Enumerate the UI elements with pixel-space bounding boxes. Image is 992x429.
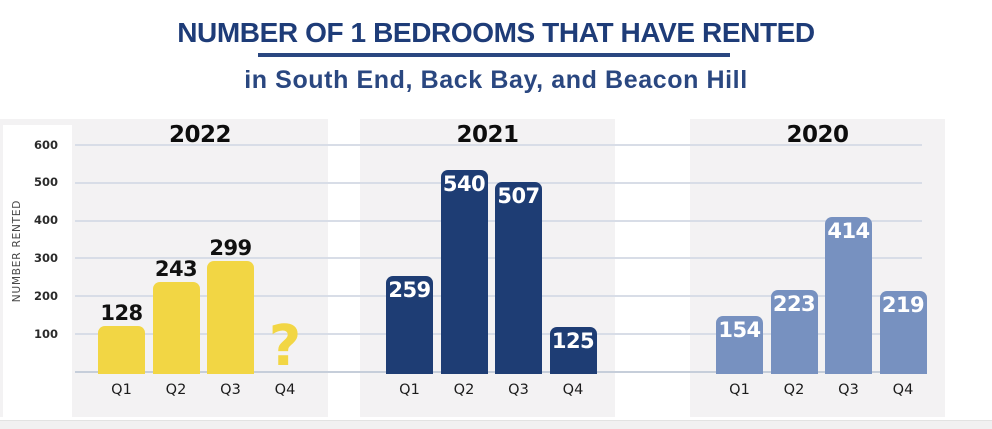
bar-value-label: 299 — [209, 235, 252, 260]
category-label-Q1: Q1 — [111, 382, 132, 398]
category-label-Q4: Q4 — [892, 382, 914, 398]
y-tick-label: 200 — [33, 288, 58, 303]
bar-2021-Q4 — [549, 326, 597, 374]
bar-value-label: 125 — [551, 328, 595, 353]
panel-title-2020: 2020 — [786, 122, 849, 148]
category-label-Q3: Q3 — [508, 382, 529, 398]
bar-value-label: 507 — [497, 184, 540, 209]
category-label-Q4: Q4 — [274, 382, 296, 398]
gridline — [75, 144, 922, 146]
bar-2020-Q4 — [879, 291, 927, 374]
y-tick-label: 400 — [33, 213, 58, 228]
y-axis-gutter — [3, 125, 72, 417]
category-label-Q3: Q3 — [838, 382, 859, 398]
category-label-Q2: Q2 — [453, 382, 475, 398]
missing-data-marker: ? — [268, 314, 302, 379]
bar-2020-Q3 — [825, 217, 872, 374]
chart-title: NUMBER OF 1 BEDROOMS THAT HAVE RENTED — [177, 17, 815, 48]
bar-value-label: 540 — [442, 171, 486, 196]
bar-value-label: 243 — [154, 257, 198, 282]
bar-2022-Q1 — [98, 325, 145, 374]
chart-area: NUMBER RENTED 600 500 400 300 200 100 2022 128 Q… — [0, 118, 992, 420]
y-tick-label: 300 — [33, 250, 58, 265]
bar-2022-Q3 — [207, 260, 254, 374]
bar-2022-Q2 — [152, 282, 200, 374]
bottom-strip — [0, 420, 992, 429]
title-underline — [258, 53, 730, 57]
y-tick-label: 100 — [33, 326, 58, 341]
chart-subtitle: in South End, Back Bay, and Beacon Hill — [244, 66, 748, 94]
bar-2020-Q2 — [770, 289, 818, 374]
bar-value-label: 128 — [100, 300, 143, 325]
bar-2020-Q1 — [716, 315, 763, 374]
category-label-Q1: Q1 — [729, 382, 750, 398]
category-label-Q2: Q2 — [165, 382, 187, 398]
bar-2021-Q3 — [495, 182, 542, 374]
category-label-Q2: Q2 — [783, 382, 805, 398]
category-label-Q1: Q1 — [399, 382, 420, 398]
y-tick-label: 600 — [33, 137, 58, 152]
panel-title-2022: 2022 — [168, 122, 232, 148]
panel-title-2021: 2021 — [456, 122, 519, 148]
bar-value-label: 219 — [881, 293, 925, 318]
bar-2021-Q2 — [440, 169, 488, 374]
bar-2021-Q1 — [386, 276, 433, 374]
bar-value-label: 223 — [772, 291, 816, 316]
y-tick-label: 500 — [33, 175, 58, 190]
category-label-Q3: Q3 — [220, 382, 241, 398]
bar-value-label: 154 — [718, 317, 761, 342]
bar-value-label: 259 — [388, 278, 431, 302]
category-label-Q4: Q4 — [562, 382, 584, 398]
bar-value-label: 414 — [827, 219, 870, 244]
